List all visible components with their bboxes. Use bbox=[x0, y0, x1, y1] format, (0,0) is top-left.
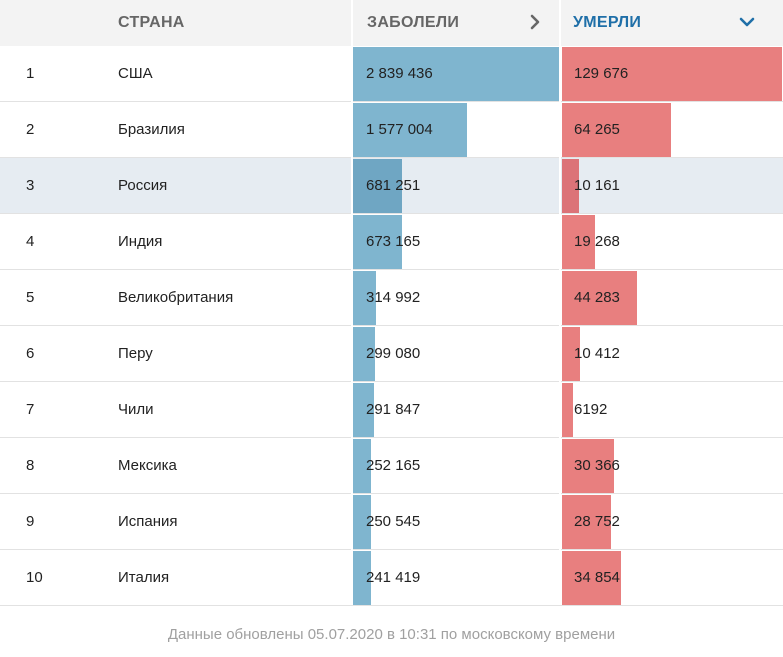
country-cell: Перу bbox=[118, 345, 153, 362]
cases-bar bbox=[353, 439, 371, 493]
table-row[interactable]: 1 США 2 839 436 129 676 bbox=[0, 46, 783, 102]
deaths-value: 64 265 bbox=[574, 121, 620, 138]
table-body: 1 США 2 839 436 129 676 2 Бразилия 1 577 004 64… bbox=[0, 46, 783, 606]
rank-cell: 6 bbox=[26, 345, 35, 362]
deaths-bar bbox=[562, 215, 595, 269]
rank-cell: 3 bbox=[26, 177, 35, 194]
rank-cell: 8 bbox=[26, 457, 35, 474]
country-cell: Чили bbox=[118, 401, 154, 418]
table-row[interactable]: 9 Испания 250 545 28 752 bbox=[0, 494, 783, 550]
country-cell: Бразилия bbox=[118, 121, 185, 138]
cases-bar bbox=[353, 551, 371, 605]
table-row[interactable]: 10 Италия 241 419 34 854 bbox=[0, 550, 783, 606]
header-rank-cell bbox=[0, 0, 104, 46]
deaths-value: 30 366 bbox=[574, 457, 620, 474]
header-country[interactable]: СТРАНА bbox=[104, 0, 351, 46]
deaths-value: 10 161 bbox=[574, 177, 620, 194]
cases-value: 2 839 436 bbox=[366, 65, 433, 82]
cases-value: 1 577 004 bbox=[366, 121, 433, 138]
chevron-right-icon bbox=[530, 14, 540, 30]
covid-stats-table: СТРАНА ЗАБОЛЕЛИ УМЕРЛИ 1 США 2 839 436 129 … bbox=[0, 0, 783, 606]
deaths-value: 6192 bbox=[574, 401, 608, 418]
cases-value: 252 165 bbox=[366, 457, 421, 474]
deaths-bar bbox=[562, 383, 573, 437]
country-cell: Индия bbox=[118, 233, 163, 250]
cases-value: 291 847 bbox=[366, 401, 421, 418]
column-divider bbox=[351, 46, 353, 604]
chevron-down-icon bbox=[739, 17, 755, 27]
deaths-bar bbox=[562, 495, 611, 549]
rank-cell: 10 bbox=[26, 569, 43, 586]
deaths-value: 10 412 bbox=[574, 345, 620, 362]
rank-cell: 1 bbox=[26, 65, 35, 82]
cases-bar bbox=[353, 271, 376, 325]
deaths-value: 129 676 bbox=[574, 65, 629, 82]
cases-value: 314 992 bbox=[366, 289, 421, 306]
deaths-value: 28 752 bbox=[574, 513, 620, 530]
table-row[interactable]: 4 Индия 673 165 19 268 bbox=[0, 214, 783, 270]
deaths-value: 19 268 bbox=[574, 233, 620, 250]
cases-bar bbox=[353, 495, 371, 549]
cases-bar bbox=[353, 215, 402, 269]
deaths-bar bbox=[562, 47, 782, 101]
cases-bar bbox=[353, 47, 559, 101]
deaths-bar bbox=[562, 271, 637, 325]
deaths-bar bbox=[562, 551, 621, 605]
cases-value: 299 080 bbox=[366, 345, 421, 362]
deaths-value: 44 283 bbox=[574, 289, 620, 306]
header-deaths-label: УМЕРЛИ bbox=[573, 14, 642, 31]
rank-cell: 9 bbox=[26, 513, 35, 530]
header-cases-sort[interactable]: ЗАБОЛЕЛИ bbox=[353, 0, 559, 46]
cases-bar bbox=[353, 327, 375, 381]
table-row[interactable]: 2 Бразилия 1 577 004 64 265 bbox=[0, 102, 783, 158]
table-row[interactable]: 3 Россия 681 251 10 161 bbox=[0, 158, 783, 214]
country-cell: Италия bbox=[118, 569, 170, 586]
country-cell: США bbox=[118, 65, 153, 82]
cases-value: 681 251 bbox=[366, 177, 421, 194]
country-cell: Испания bbox=[118, 513, 178, 530]
rank-cell: 7 bbox=[26, 401, 35, 418]
deaths-bar bbox=[562, 439, 614, 493]
cases-value: 673 165 bbox=[366, 233, 421, 250]
rank-cell: 2 bbox=[26, 121, 35, 138]
country-cell: Россия bbox=[118, 177, 168, 194]
rank-cell: 5 bbox=[26, 289, 35, 306]
cases-bar bbox=[353, 103, 467, 157]
deaths-bar bbox=[562, 103, 671, 157]
header-deaths-sort[interactable]: УМЕРЛИ bbox=[561, 0, 783, 46]
table-row[interactable]: 5 Великобритания 314 992 44 283 bbox=[0, 270, 783, 326]
header-country-label: СТРАНА bbox=[118, 14, 185, 31]
deaths-bar bbox=[562, 159, 579, 213]
update-note: Данные обновлены 05.07.2020 в 10:31 по м… bbox=[167, 626, 616, 643]
deaths-bar bbox=[562, 327, 580, 381]
table-header: СТРАНА ЗАБОЛЕЛИ УМЕРЛИ bbox=[0, 0, 783, 46]
header-cases-label: ЗАБОЛЕЛИ bbox=[367, 14, 460, 31]
column-divider bbox=[559, 46, 561, 604]
table-row[interactable]: 6 Перу 299 080 10 412 bbox=[0, 326, 783, 382]
cases-value: 241 419 bbox=[366, 569, 421, 586]
table-row[interactable]: 8 Мексика 252 165 30 366 bbox=[0, 438, 783, 494]
cases-bar bbox=[353, 383, 374, 437]
table-row[interactable]: 7 Чили 291 847 6192 bbox=[0, 382, 783, 438]
cases-value: 250 545 bbox=[366, 513, 421, 530]
deaths-value: 34 854 bbox=[574, 569, 620, 586]
country-cell: Великобритания bbox=[118, 289, 234, 306]
rank-cell: 4 bbox=[26, 233, 35, 250]
cases-bar bbox=[353, 159, 402, 213]
country-cell: Мексика bbox=[118, 457, 177, 474]
